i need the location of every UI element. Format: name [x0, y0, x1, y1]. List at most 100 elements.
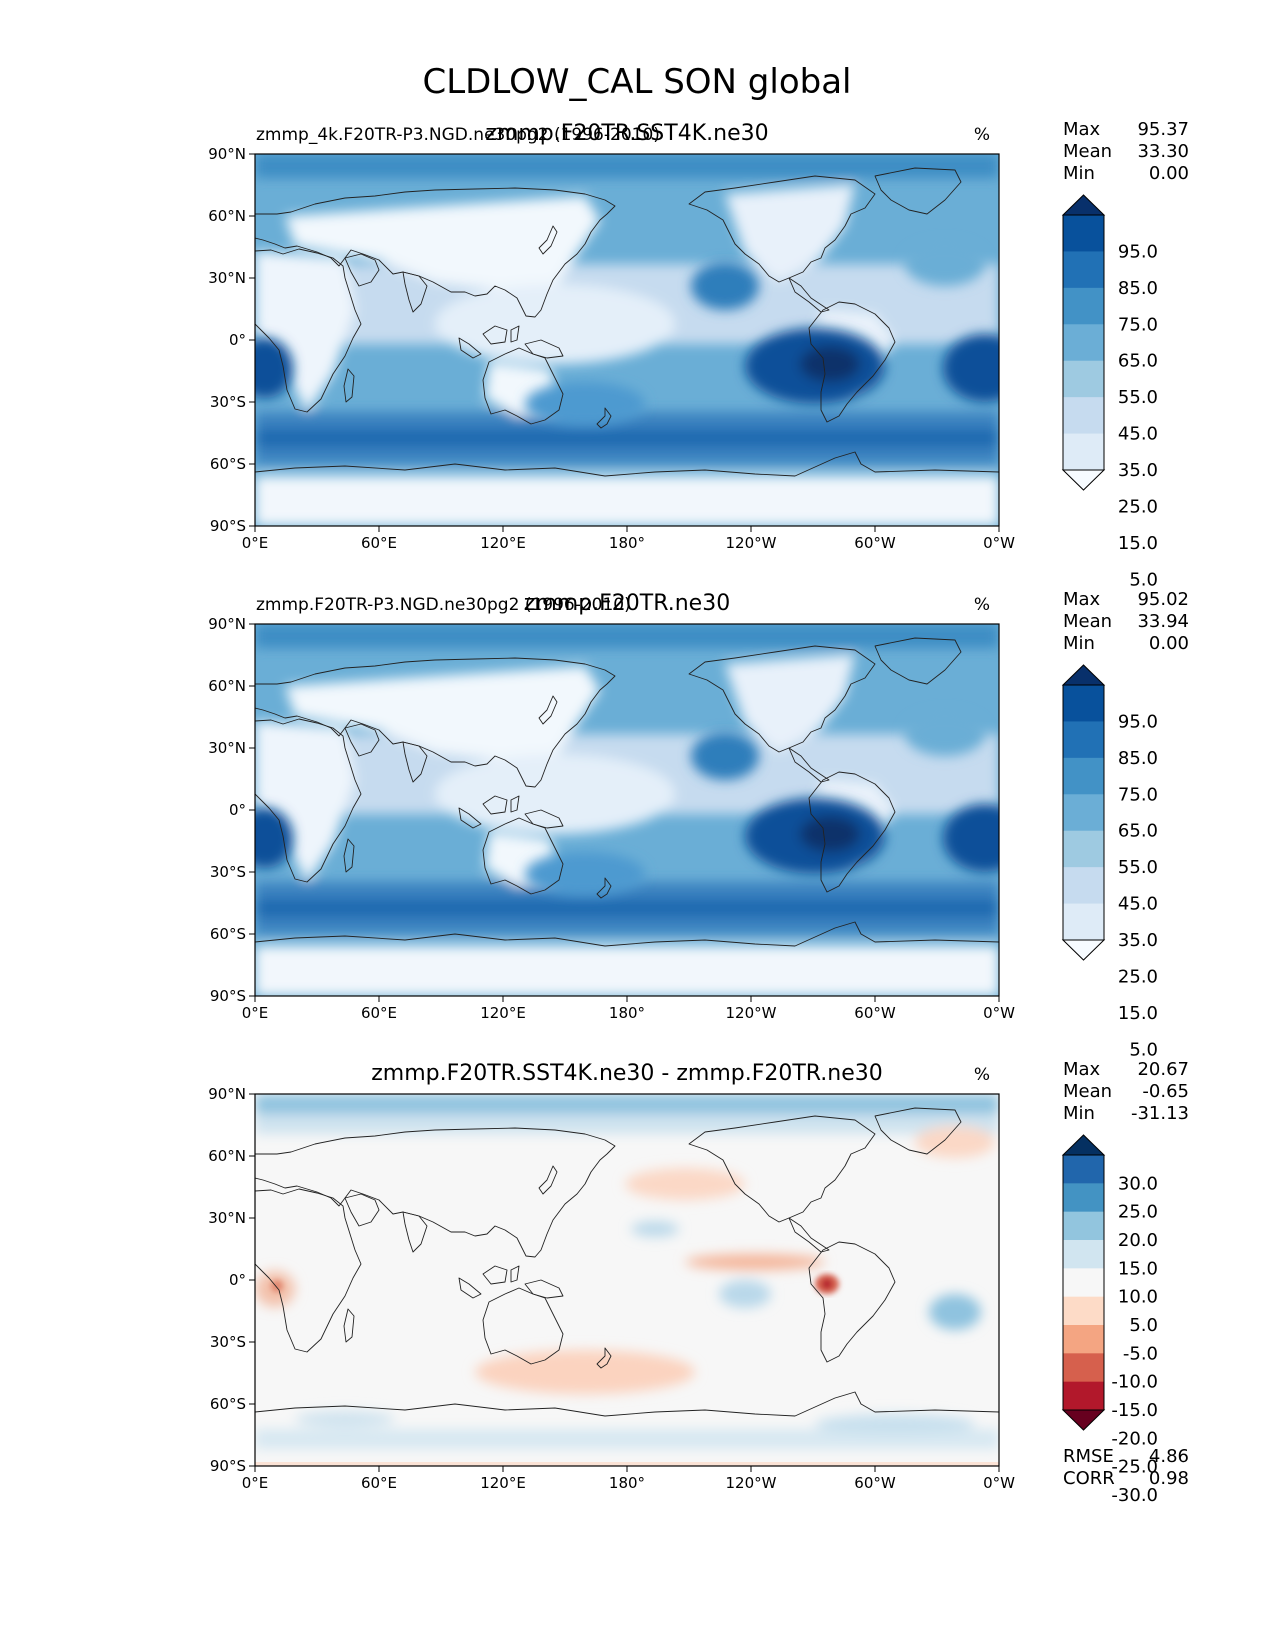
colorbar-label: 15.0: [1118, 533, 1158, 554]
colorbar-label: 5.0: [1129, 569, 1158, 590]
lon-tick-label: 60°E: [361, 1004, 397, 1022]
panel-2-min-value: 0.00: [1149, 633, 1189, 654]
lon-tick-label: 120°E: [480, 1004, 526, 1022]
colorbar-segment: [1063, 830, 1104, 868]
panel-2-max-label: Max: [1063, 589, 1101, 610]
colorbar-segment: [1063, 867, 1104, 905]
lat-tick-label: 60°S: [210, 455, 246, 473]
panel-3-mean-label: Mean: [1063, 1081, 1112, 1102]
colorbar-segment: [1063, 287, 1104, 325]
colorbar-segment: [1063, 1353, 1104, 1383]
panel-3-units: %: [974, 1065, 990, 1085]
panel-2-center-title: zmmp.F20TR.ne30: [524, 591, 730, 616]
lon-tick-label: 120°E: [480, 1474, 526, 1492]
colorbar-label: 55.0: [1118, 857, 1158, 878]
lon-tick-label: 120°W: [726, 1474, 777, 1492]
colorbar-label: 25.0: [1118, 1202, 1158, 1223]
colorbar-segment: [1063, 251, 1104, 289]
panel-2: zmmp.F20TR-P3.NGD.ne30pg2 (1996-2010) zm…: [208, 589, 1189, 1060]
rmse-label: RMSE: [1063, 1446, 1114, 1467]
lon-tick-label: 60°W: [854, 1474, 896, 1492]
colorbar-label: 45.0: [1118, 894, 1158, 915]
colorbar-segment: [1063, 324, 1104, 362]
lon-tick-label: 120°W: [726, 1004, 777, 1022]
lat-tick-label: 0°: [229, 331, 246, 349]
lon-tick-label: 0°W: [983, 534, 1015, 552]
colorbar-label: 55.0: [1118, 387, 1158, 408]
lon-tick-label: 60°E: [361, 1474, 397, 1492]
panel-2-min-label: Min: [1063, 633, 1095, 654]
colorbar-label: 25.0: [1118, 496, 1158, 517]
panel-1-mean-label: Mean: [1063, 141, 1112, 162]
panel-1-lon-ticks: 0°E 60°E 120°E 180° 120°W 60°W 0°W: [242, 526, 1015, 552]
colorbar-outline: [1062, 684, 1105, 941]
panel-2-max-value: 95.02: [1137, 589, 1189, 610]
colorbar-label: 35.0: [1118, 460, 1158, 481]
panel-2-mean-label: Mean: [1063, 611, 1112, 632]
rmse-value: 4.86: [1149, 1446, 1189, 1467]
panel-2-map: [255, 624, 999, 996]
panel-3-mean-value: -0.65: [1142, 1081, 1189, 1102]
colorbar-segment: [1063, 1211, 1104, 1241]
colorbar-segment: [1063, 1155, 1104, 1184]
colorbar-extend-min: [1061, 939, 1106, 961]
panel-2-units: %: [974, 595, 990, 615]
lat-tick-label: 30°S: [210, 1333, 246, 1351]
lat-tick-label: 60°N: [208, 677, 246, 695]
lat-tick-label: 30°N: [208, 739, 246, 757]
lon-tick-label: 0°E: [242, 534, 269, 552]
colorbar-label: 20.0: [1118, 1230, 1158, 1251]
colorbar-label: 65.0: [1118, 821, 1158, 842]
lon-tick-label: 0°E: [242, 1004, 269, 1022]
panel-3-max-value: 20.67: [1137, 1059, 1189, 1080]
colorbar-segment: [1063, 360, 1104, 398]
corr-value: 0.98: [1149, 1468, 1189, 1489]
panel-1-min-label: Min: [1063, 163, 1095, 184]
colorbar-label: 5.0: [1129, 1315, 1158, 1336]
lon-tick-label: 120°E: [480, 534, 526, 552]
panel-1-mean-value: 33.30: [1137, 141, 1189, 162]
lat-tick-label: 90°N: [208, 145, 246, 163]
panel-2-left-title: zmmp.F20TR-P3.NGD.ne30pg2 (1996-2010): [256, 595, 631, 615]
panel-1: zmmp_4k.F20TR-P3.NGD.ne30pg2 (1996-2010)…: [208, 119, 1189, 590]
lat-tick-label: 90°N: [208, 615, 246, 633]
lat-tick-label: 90°S: [210, 517, 246, 535]
lon-tick-label: 180°: [609, 1004, 645, 1022]
panel-1-max-value: 95.37: [1137, 119, 1189, 140]
colorbar-extend-max: [1061, 1134, 1106, 1156]
colorbar-label: 30.0: [1118, 1173, 1158, 1194]
lat-tick-label: 0°: [229, 801, 246, 819]
panel-2-lon-ticks: 0°E 60°E 120°E 180° 120°W 60°W 0°W: [242, 996, 1015, 1022]
colorbar-label: 10.0: [1118, 1287, 1158, 1308]
lat-tick-label: 90°S: [210, 987, 246, 1005]
panel-3-max-label: Max: [1063, 1059, 1101, 1080]
lat-tick-label: 60°S: [210, 925, 246, 943]
panel-3-metrics: RMSE 4.86 CORR 0.98: [1063, 1446, 1189, 1489]
colorbar-label: -25.0: [1111, 1457, 1158, 1478]
panel-3-stats: Max 20.67 Mean -0.65 Min -31.13: [1063, 1059, 1189, 1124]
colorbar-label: 15.0: [1118, 1258, 1158, 1279]
colorbar-label: -5.0: [1123, 1343, 1158, 1364]
lat-tick-label: 30°S: [210, 393, 246, 411]
colorbar-segment: [1063, 1268, 1104, 1298]
colorbar-extend-min: [1061, 469, 1106, 491]
lat-tick-label: 60°N: [208, 1147, 246, 1165]
colorbar-segment: [1063, 721, 1104, 759]
panel-3-min-label: Min: [1063, 1103, 1095, 1124]
panel-3-center-title: zmmp.F20TR.SST4K.ne30 - zmmp.F20TR.ne30: [371, 1061, 883, 1086]
lon-tick-label: 180°: [609, 534, 645, 552]
panel-2-colorbar: 95.0 85.0 75.0 65.0 55.0 45.0 35.0 25.0 15.0 5.0: [1061, 664, 1158, 1060]
colorbar-label: -10.0: [1111, 1372, 1158, 1393]
corr-label: CORR: [1063, 1468, 1115, 1489]
colorbar-label: 45.0: [1118, 424, 1158, 445]
colorbar-segment: [1063, 433, 1104, 471]
lat-tick-label: 30°N: [208, 1209, 246, 1227]
lat-tick-label: 30°N: [208, 269, 246, 287]
colorbar-segment: [1063, 794, 1104, 832]
panel-1-colorbar: 95.0 85.0 75.0 65.0 55.0 45.0 35.0 25.0 15.0 5.0: [1061, 194, 1158, 590]
panel-3-lat-ticks: 90°N 60°N 30°N 0° 30°S 60°S 90°S: [208, 1085, 255, 1475]
panel-1-left-title: zmmp_4k.F20TR-P3.NGD.ne30pg2 (1996-2010): [256, 125, 660, 145]
lat-tick-label: 90°N: [208, 1085, 246, 1103]
panel-1-units: %: [974, 125, 990, 145]
